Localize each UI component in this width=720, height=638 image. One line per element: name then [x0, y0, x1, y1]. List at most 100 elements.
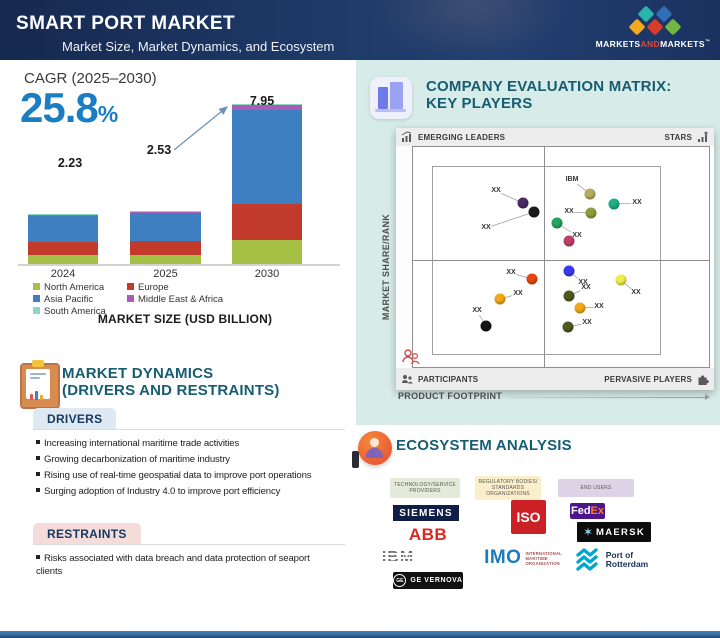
- market-dynamics-section: MARKET DYNAMICS (DRIVERS AND RESTRAINTS)…: [0, 355, 356, 631]
- bar-total-label: 2.53: [146, 143, 172, 157]
- bar-segment-middle-east-africa: [28, 214, 98, 216]
- bar-segment-north-america: [130, 254, 201, 264]
- company-dot: [526, 273, 538, 285]
- category-technology-providers: TECHNOLOGY/SERVICE PROVIDERS: [390, 478, 460, 498]
- company-dot-label: XX: [630, 289, 642, 297]
- legend-item: South America: [33, 306, 106, 317]
- company-dot: [615, 274, 627, 286]
- company-dot: [562, 321, 574, 333]
- bar-segment-south-america: [232, 104, 302, 105]
- legend-swatch: [33, 283, 40, 290]
- footer-bar: [0, 631, 720, 638]
- quadrant-pervasive-players: PERVASIVE PLAYERS: [604, 374, 692, 384]
- marketsandmarkets-logo: MARKETSANDMARKETS™: [594, 5, 712, 54]
- bullet-item: Surging adoption of Industry 4.0 to impr…: [36, 486, 280, 497]
- matrix-top-strip: EMERGING LEADERS STARS: [396, 128, 714, 146]
- maersk-logo: ✶ MAERSK: [577, 522, 651, 542]
- company-dot: [585, 207, 597, 219]
- matrix-x-axis-label: PRODUCT FOOTPRINT: [398, 391, 503, 401]
- bar-segment-europe: [232, 204, 302, 241]
- chart-axis-title: MARKET SIZE (USD BILLION): [97, 312, 273, 326]
- quadrant-emerging-leaders: EMERGING LEADERS: [418, 132, 506, 142]
- matrix-y-axis-label: MARKET SHARE/RANK: [381, 213, 391, 321]
- legend-item: Asia Pacific: [33, 294, 93, 305]
- header-banner: SMART PORT MARKET Market Size, Market Dy…: [0, 0, 720, 60]
- siemens-logo: SIEMENS: [393, 505, 459, 521]
- maersk-star-icon: ✶: [582, 525, 594, 539]
- ecosystem-section: ECOSYSTEM ANALYSIS TECHNOLOGY/SERVICE PR…: [356, 425, 720, 631]
- company-dot-label: XX: [505, 269, 517, 277]
- star-bars-icon: [698, 131, 709, 142]
- company-dot: [574, 302, 586, 314]
- matrix-vertical-divider: [544, 146, 545, 368]
- legend-item: Middle East & Africa: [127, 294, 223, 305]
- category-end-users: END USERS: [558, 479, 634, 497]
- bar-segment-europe: [130, 240, 201, 255]
- bullet-item: Rising use of real-time geospatial data …: [36, 470, 312, 481]
- company-dot: [608, 198, 620, 210]
- company-dot-label: XX: [571, 232, 583, 240]
- matrix-x-axis-arrow: [705, 394, 710, 400]
- bullet-item: Increasing international maritime trade …: [36, 438, 239, 449]
- legend-item: Europe: [127, 282, 169, 293]
- legend-swatch: [33, 295, 40, 302]
- matrix-horizontal-divider: [412, 260, 710, 261]
- cagr-label: CAGR (2025–2030): [24, 70, 157, 87]
- person-circle-icon: [358, 431, 392, 465]
- bar-segment-asia-pacific: [130, 213, 201, 241]
- bullet-item: Growing decarbonization of maritime indu…: [36, 454, 230, 465]
- page-subtitle: Market Size, Market Dynamics, and Ecosys…: [62, 39, 335, 54]
- logo-diamond-green: [664, 18, 682, 36]
- participants-people-icon: [402, 375, 413, 384]
- ibm-logo: IBM: [378, 549, 418, 566]
- dynamics-title-line2: (DRIVERS AND RESTRAINTS): [62, 382, 280, 399]
- matrix-card: EMERGING LEADERS STARS XX XX IBM XX XX XX XX XX…: [396, 128, 714, 390]
- restraints-divider: [33, 544, 345, 545]
- logo-diamond-red: [646, 18, 664, 36]
- company-dot: [563, 265, 575, 277]
- bar-total-label: 2.23: [57, 156, 83, 170]
- bar-segment-middle-east-africa: [232, 105, 302, 111]
- bar-segment-asia-pacific: [28, 216, 98, 243]
- bar-segment-europe: [28, 242, 98, 256]
- category-regulatory-bodies: REGULATORY BODIES/ STANDARDS ORGANIZATIO…: [475, 476, 541, 500]
- company-dot: [494, 293, 506, 305]
- market-size-chart: CAGR (2025–2030) 25.8% 2.23 2.53 7.95 2024…: [0, 60, 356, 360]
- header-photo-hint: [370, 0, 570, 60]
- restraints-tab: RESTRAINTS: [33, 523, 141, 544]
- company-dot-label: XX: [471, 307, 483, 315]
- company-dot-label: XX: [580, 284, 592, 292]
- legend-swatch: [127, 295, 134, 302]
- company-dot-label: XX: [480, 224, 492, 232]
- matrix-x-axis-line: [508, 397, 706, 398]
- clipboard-icon: [20, 360, 60, 409]
- red-figures-icon: [402, 349, 420, 365]
- company-dot: [517, 197, 529, 209]
- drivers-tab: DRIVERS: [33, 408, 117, 429]
- company-dot-label: XX: [593, 303, 605, 311]
- legend-item: North America: [33, 282, 104, 293]
- ecosystem-title: ECOSYSTEM ANALYSIS: [396, 437, 572, 454]
- evaluation-matrix-panel: COMPANY EVALUATION MATRIX: KEY PLAYERS E…: [356, 60, 720, 425]
- matrix-title-line2: KEY PLAYERS: [426, 95, 533, 112]
- bar-segment-north-america: [232, 240, 302, 264]
- company-dot-label: XX: [512, 290, 524, 298]
- company-dot-label: XX: [563, 208, 575, 216]
- company-dot-label: IBM: [564, 176, 580, 184]
- company-dot: [480, 320, 492, 332]
- drivers-divider: [33, 429, 345, 430]
- bullet-item: Risks associated with data breach and da…: [36, 553, 310, 577]
- legend-swatch: [127, 283, 134, 290]
- company-dot: [528, 206, 540, 218]
- fedex-logo: Fed Ex: [570, 503, 605, 519]
- dynamics-title-line1: MARKET DYNAMICS: [62, 365, 214, 382]
- quadrant-stars: STARS: [664, 132, 692, 142]
- matrix-bottom-strip: PARTICIPANTS PERVASIVE PLAYERS: [396, 368, 714, 390]
- ge-vernova-logo: GE GE VERNOVA: [393, 572, 463, 589]
- bar-total-label: 7.95: [249, 94, 275, 108]
- page-title: SMART PORT MARKET: [16, 13, 235, 34]
- matrix-title-line1: COMPANY EVALUATION MATRIX:: [426, 78, 672, 95]
- x-tick-label: 2025: [153, 268, 178, 280]
- company-dot: [551, 217, 563, 229]
